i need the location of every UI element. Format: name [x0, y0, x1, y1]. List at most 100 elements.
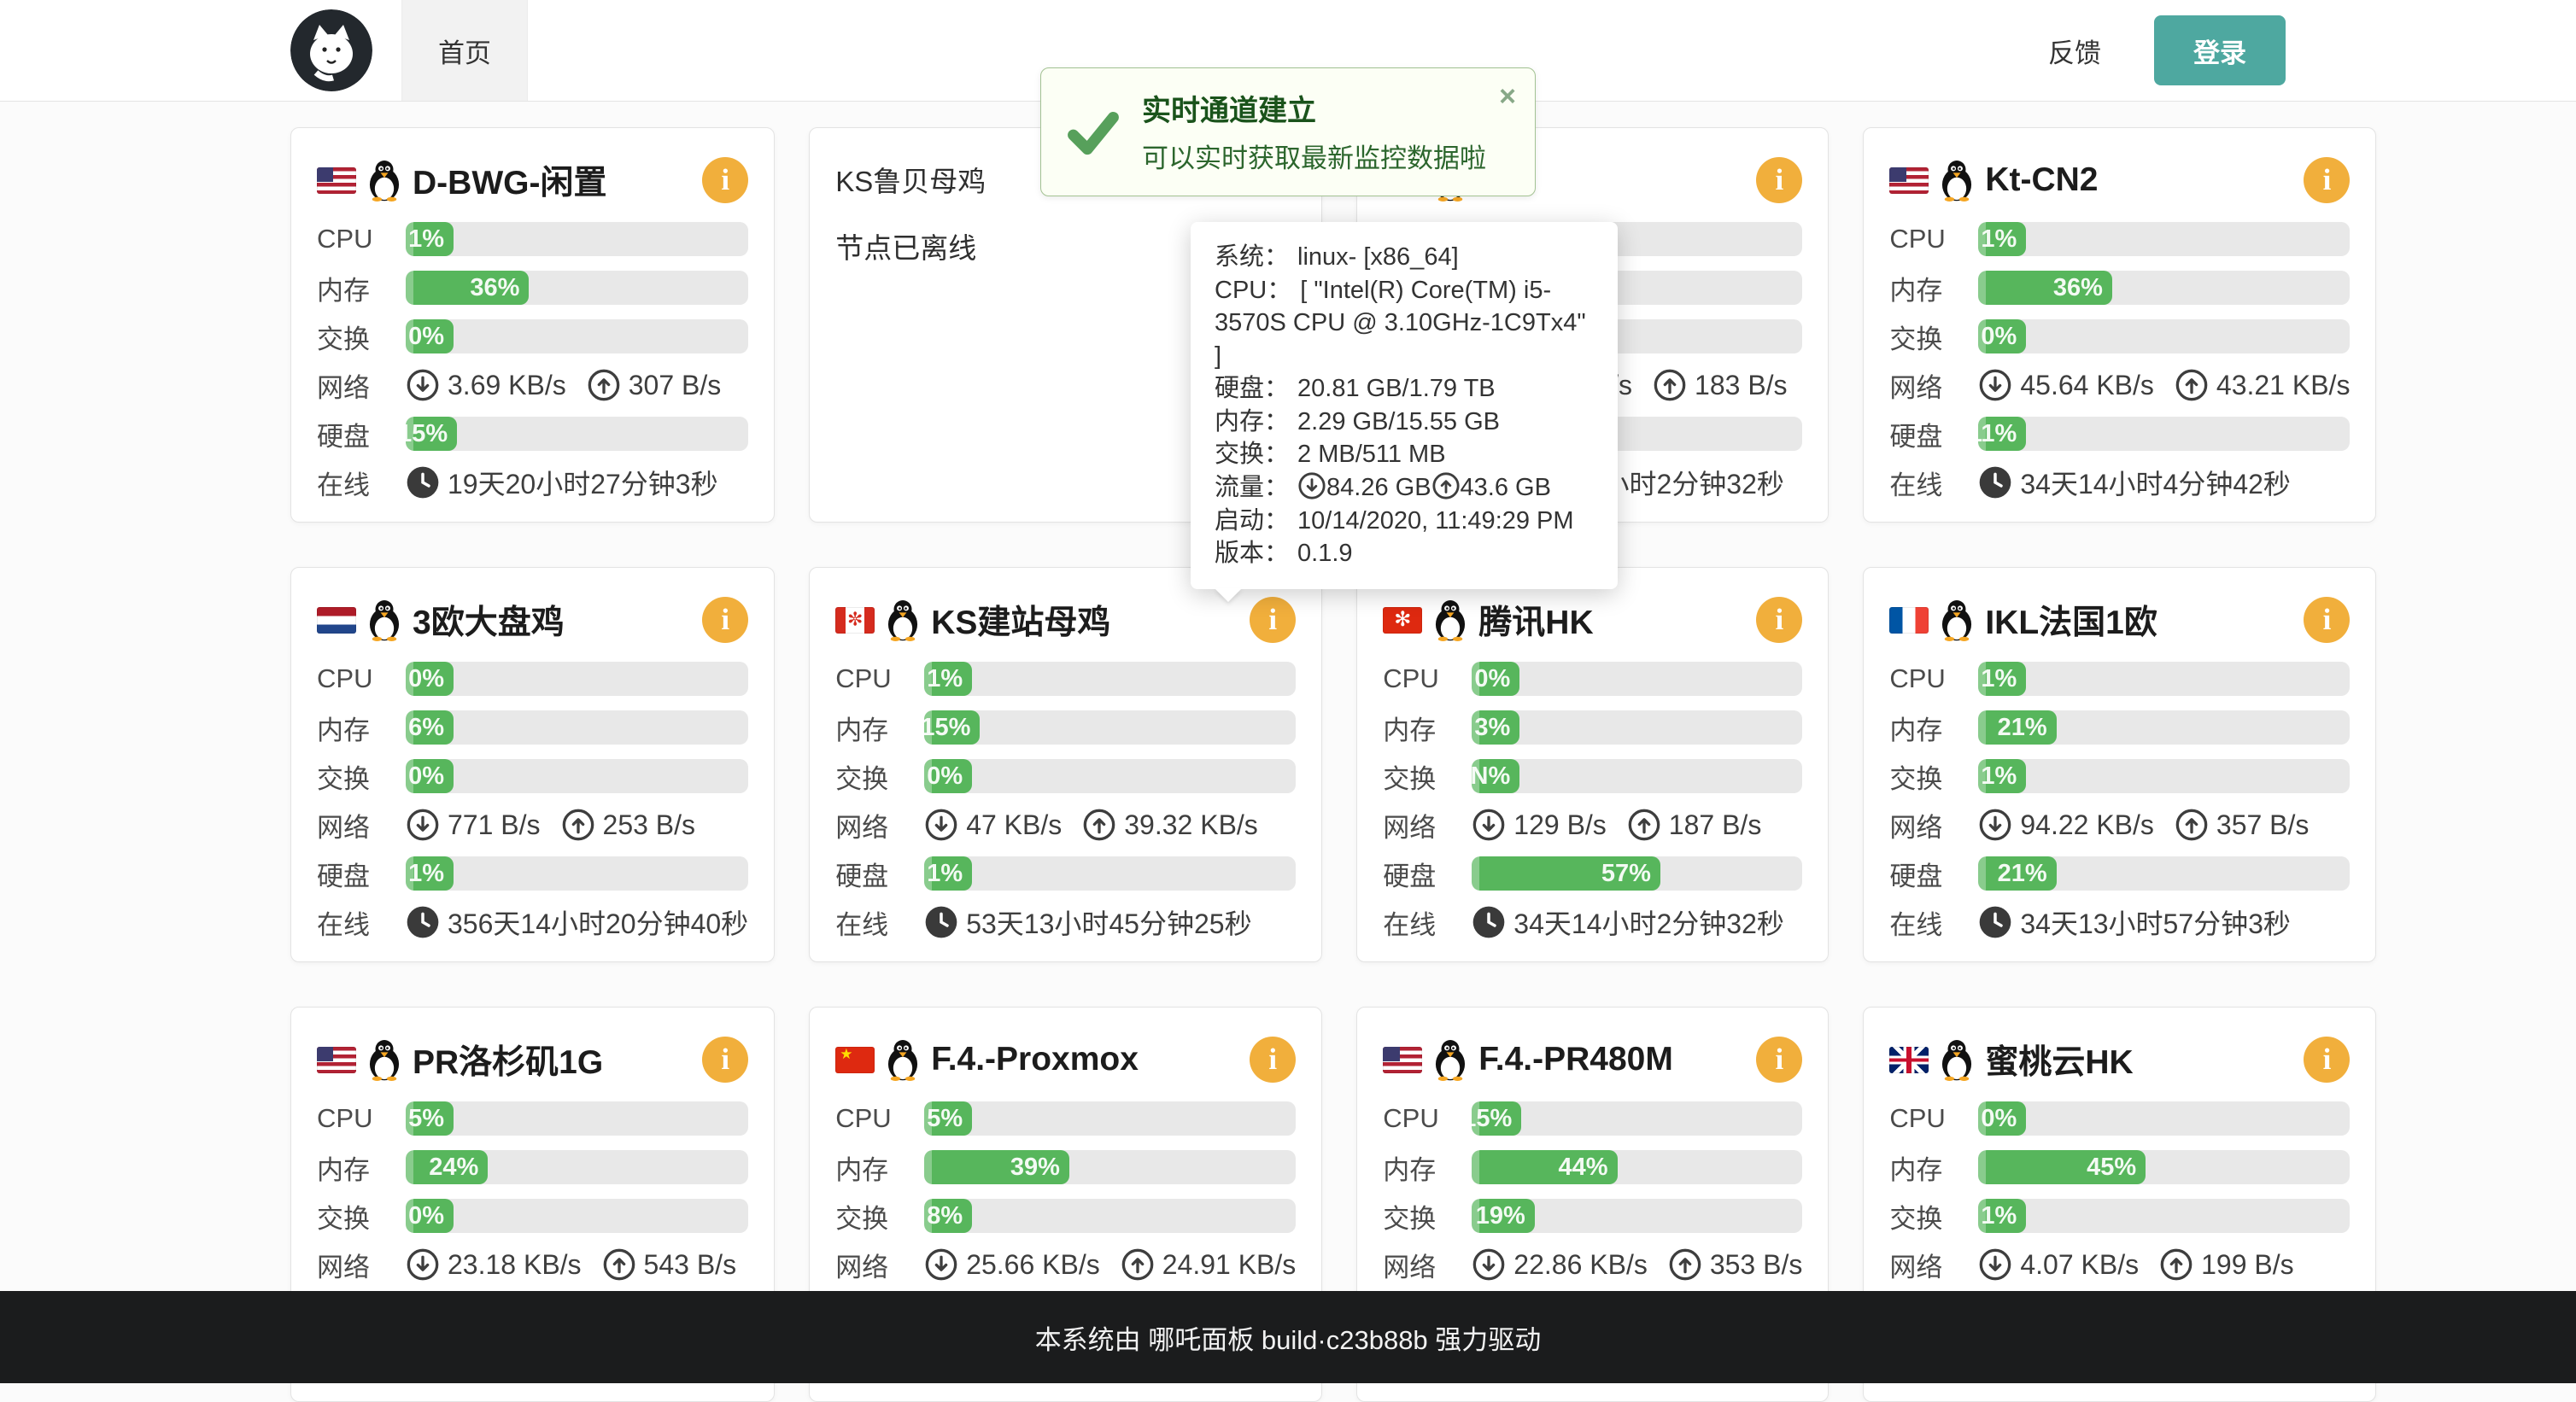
disk-bar: 1%: [924, 856, 1297, 891]
uptime: 34天13小时57分钟3秒: [1978, 903, 2291, 942]
close-icon[interactable]: ×: [1499, 80, 1516, 113]
feedback-link[interactable]: 反馈: [2048, 38, 2101, 68]
stat-row-online: 在线 34天14小时2分钟32秒: [1383, 905, 1802, 940]
stat-label-swap: 交换: [1889, 324, 1943, 354]
stat-row-mem: 内存 45%: [1889, 1150, 2351, 1185]
info-icon[interactable]: i: [1250, 1037, 1297, 1083]
network-speeds: 45.64 KB/s 43.21 KB/s: [1978, 368, 2350, 402]
stat-row-online: 在线 53天13小时45分钟25秒: [835, 905, 1296, 940]
cpu-badge: 0%: [406, 662, 454, 696]
swap-bar: 0%: [406, 319, 749, 353]
stat-label-disk: 硬盘: [317, 421, 370, 452]
disk-percent: 1%: [927, 859, 963, 887]
swap-badge: 0%: [406, 1199, 454, 1233]
stat-label-online: 在线: [1889, 909, 1943, 940]
cpu-badge: 1%: [406, 222, 454, 256]
download-arrow-icon: [406, 808, 440, 842]
swap-percent: N%: [1472, 762, 1511, 790]
swap-percent: 19%: [1475, 1201, 1525, 1230]
stat-label-net: 网络: [317, 1252, 370, 1282]
network-speeds: 4.07 KB/s 199 B/s: [1978, 1247, 2294, 1282]
stat-label-swap: 交换: [1383, 763, 1437, 794]
download-arrow-icon: [406, 1247, 440, 1282]
tooltip-row: 流量： 84.26 GB 43.6 GB: [1215, 471, 1594, 505]
stat-label-swap: 交换: [1889, 763, 1943, 794]
info-icon[interactable]: i: [2304, 1037, 2351, 1083]
disk-bar: 15%: [406, 417, 749, 451]
stat-row-swap: 交换 0%: [1889, 319, 2351, 354]
stat-row-swap: 交换 N%: [1383, 759, 1803, 794]
cpu-bar: 5%: [924, 1101, 1297, 1136]
clock-icon: [406, 465, 440, 499]
swap-badge: 0%: [924, 759, 973, 793]
flag-us-icon: [1889, 166, 1929, 194]
stat-label-mem: 内存: [835, 715, 889, 745]
cpu-bar: 15%: [1472, 1101, 1803, 1136]
info-icon[interactable]: i: [1756, 1037, 1803, 1083]
info-icon[interactable]: i: [1756, 597, 1803, 643]
swap-bar: N%: [1472, 759, 1803, 793]
stat-label-swap: 交换: [835, 763, 889, 794]
stat-row-swap: 交换 1%: [1889, 759, 2351, 794]
stat-label-disk: 硬盘: [317, 861, 370, 891]
download-speed: 25.66 KB/s: [966, 1248, 1100, 1280]
mem-badge: 24%: [406, 1150, 489, 1184]
swap-badge: 19%: [1472, 1199, 1535, 1233]
card-title-row: PR洛杉矶1G i: [317, 1035, 749, 1084]
download-arrow-icon: [1978, 808, 2012, 842]
stat-row-cpu: CPU 15%: [1383, 1101, 1803, 1136]
disk-bar: 57%: [1472, 856, 1803, 891]
mem-bar: 36%: [406, 271, 749, 305]
server-card: D-BWG-闲置 i CPU 1% 内存 36% 交换 0% 网络 3.69 KB/s 307 B/…: [290, 127, 776, 523]
disk-badge: 57%: [1472, 856, 1660, 891]
linux-penguin-icon: [366, 159, 402, 202]
login-button[interactable]: 登录: [2154, 15, 2286, 85]
stat-row-disk: 硬盘 1%: [835, 856, 1297, 891]
upload-speed: 307 B/s: [628, 369, 722, 400]
upload-speed: 199 B/s: [2201, 1248, 2294, 1280]
disk-bar: 11%: [1978, 417, 2351, 451]
mem-bar: 3%: [1472, 710, 1803, 745]
stat-label-net: 网络: [317, 372, 370, 403]
check-icon: [1068, 111, 1119, 155]
cpu-bar: 5%: [406, 1101, 749, 1136]
cpu-bar: 1%: [924, 662, 1297, 696]
info-icon[interactable]: i: [702, 157, 749, 203]
cpu-percent: 1%: [927, 664, 963, 692]
stat-label-net: 网络: [835, 1252, 889, 1282]
mem-badge: 6%: [406, 710, 454, 745]
clock-icon: [406, 905, 440, 939]
server-name: 腾讯HK: [1478, 605, 1594, 641]
upload-speed: 187 B/s: [1668, 809, 1762, 840]
stat-label-online: 在线: [835, 909, 889, 940]
info-icon[interactable]: i: [1756, 157, 1803, 203]
disk-bar: 1%: [406, 856, 749, 891]
download-arrow-icon: [1978, 1247, 2012, 1282]
network-speeds: 22.86 KB/s 353 B/s: [1472, 1247, 1802, 1282]
info-icon[interactable]: i: [1250, 597, 1297, 643]
download-speed: 771 B/s: [448, 809, 541, 840]
tab-home[interactable]: 首页: [401, 0, 528, 101]
mem-percent: 6%: [408, 713, 444, 741]
uptime: 34天14小时4分钟42秒: [1978, 463, 2291, 502]
download-speed: 45.64 KB/s: [2020, 369, 2154, 400]
mem-bar: 15%: [924, 710, 1297, 745]
mem-badge: 36%: [1978, 271, 2112, 305]
upload-speed: 183 B/s: [1695, 369, 1788, 400]
stat-row-swap: 交换 19%: [1383, 1199, 1803, 1234]
info-icon[interactable]: i: [2304, 597, 2351, 643]
server-info-tooltip: 系统： linux- [x86_64] CPU：[ "Intel(R) Core(T…: [1191, 222, 1618, 602]
mem-bar: 24%: [406, 1150, 749, 1184]
stat-row-cpu: CPU 5%: [317, 1101, 749, 1136]
clock-icon: [924, 905, 958, 939]
stat-row-cpu: CPU 0%: [1889, 1101, 2351, 1136]
swap-badge: 1%: [1978, 759, 2027, 793]
mem-bar: 36%: [1978, 271, 2351, 305]
info-icon[interactable]: i: [702, 597, 749, 643]
download-speed: 129 B/s: [1513, 809, 1607, 840]
card-title-row: F.4.-PR480M i: [1383, 1035, 1803, 1084]
info-icon[interactable]: i: [2304, 157, 2351, 203]
info-icon[interactable]: i: [702, 1037, 749, 1083]
stat-row-cpu: CPU 1%: [835, 662, 1297, 696]
site-logo[interactable]: [290, 9, 372, 91]
